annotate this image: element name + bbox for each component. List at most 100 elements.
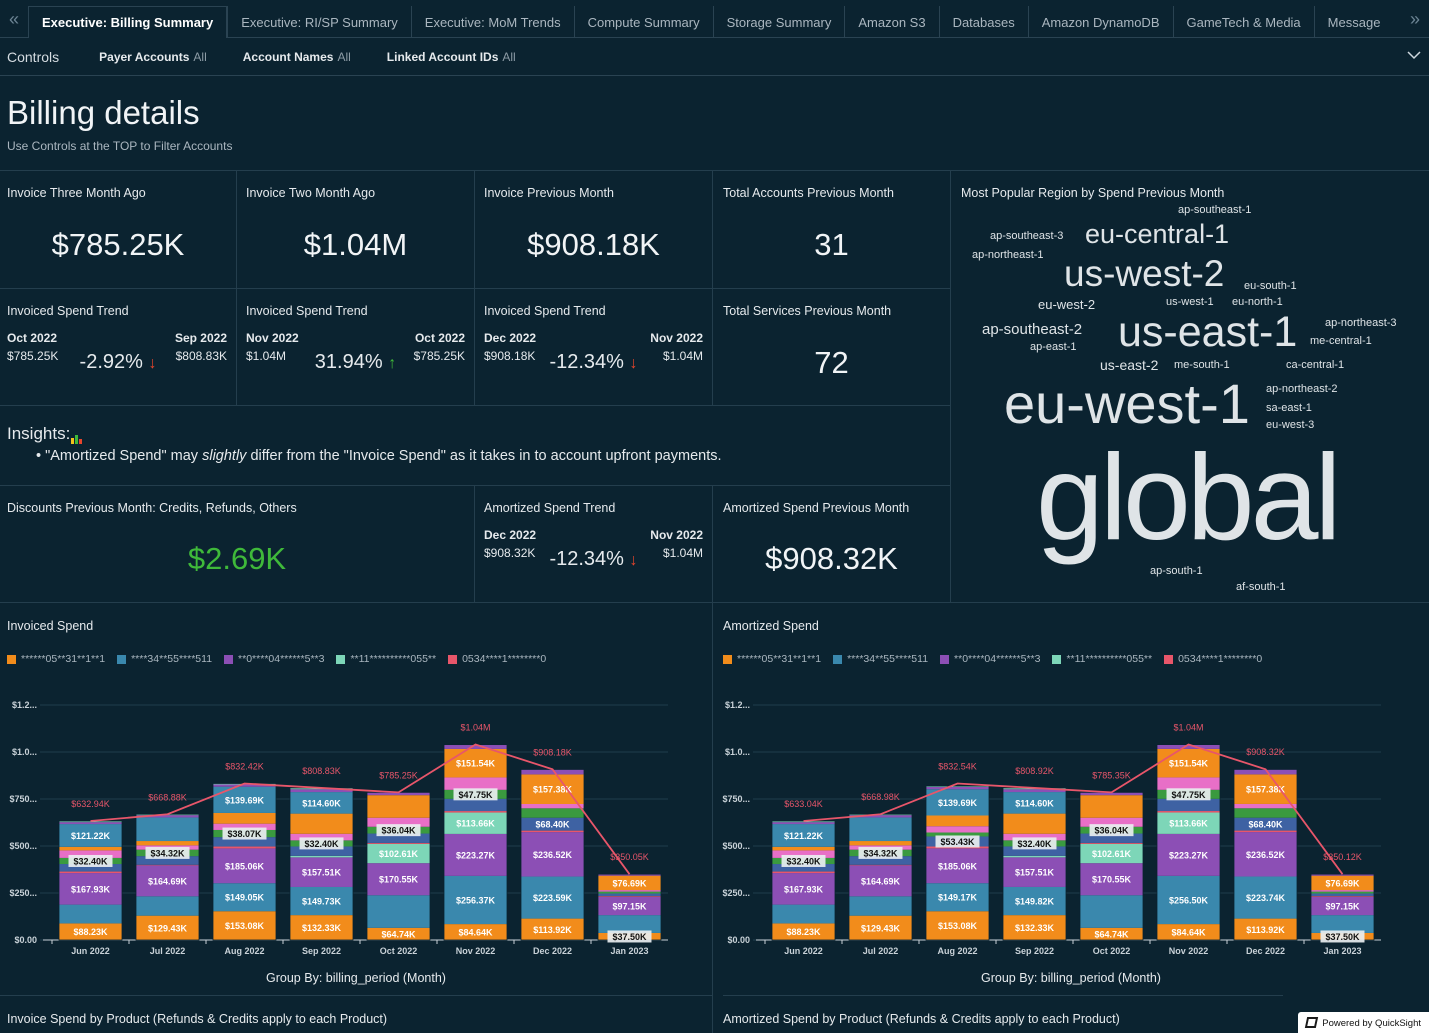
legend-item[interactable]: ****34**55****511 [833,653,928,665]
wordcloud-word[interactable]: ap-southeast-1 [1178,204,1252,216]
bar-segment [1157,833,1220,876]
wordcloud-word[interactable]: me-central-1 [1310,335,1372,347]
data-label: $34.32K [150,848,185,858]
legend-item[interactable]: 0534****1********0 [448,653,546,665]
legend-label: **0****04******5**3 [954,653,1041,665]
insights-panel: Insights: • "Amortized Spend" may slight… [0,405,951,485]
wordcloud-word[interactable]: ap-southeast-2 [982,321,1083,338]
legend-item[interactable]: **11**********055** [336,653,436,665]
bar-segment [1311,893,1374,897]
tabs-scroll-right-icon[interactable]: » [1409,8,1420,29]
legend-swatch [833,654,843,664]
tab-gametech-media[interactable]: GameTech & Media [1172,6,1314,38]
legend-item[interactable]: ******05**31**1**1 [7,653,105,665]
bar-segment [367,842,430,844]
tab-mom-trends[interactable]: Executive: MoM Trends [410,6,574,38]
wordcloud-word[interactable]: af-south-1 [1236,581,1286,593]
wordcloud-word[interactable]: ap-east-1 [1030,341,1077,353]
tab-storage-summary[interactable]: Storage Summary [712,6,845,38]
legend-label: **11**********055** [1066,653,1153,665]
legend-item[interactable]: ******05**31**1**1 [723,653,821,665]
powered-by-quicksight-badge[interactable]: Powered by QuickSight [1298,1012,1429,1033]
bar-segment [213,883,276,912]
wordcloud-word[interactable]: us-west-1 [1166,296,1214,308]
legend-swatch [336,654,346,664]
bar-segment [290,886,353,916]
filter-value: All [337,49,351,64]
tab-compute-summary[interactable]: Compute Summary [573,6,713,38]
amortized-spend-chart[interactable]: $0.00 $250... $500... $750... $1.0... $1.2...… [713,691,1429,971]
insights-text-part: differ from the "Invoice Spend" as it ta… [246,448,722,464]
trend-previous-value: $808.83K [175,349,227,363]
data-label: $149.17K [938,893,978,903]
bar-segment [136,915,199,940]
wordcloud-word[interactable]: eu-west-2 [1038,297,1096,312]
bar-segment [598,896,661,897]
kpi-value: $1.04M [303,227,408,262]
data-label: $68.40K [535,820,570,830]
invoiced-spend-chart[interactable]: $0.00 $250... $500... $750... $1.0... $1.2...… [0,691,713,971]
bar-segment [213,846,276,849]
tab-ri-sp-summary[interactable]: Executive: RI/SP Summary [227,6,411,38]
wordcloud-word[interactable]: ap-northeast-1 [972,249,1044,261]
legend-item[interactable]: ****34**55****511 [117,653,212,665]
arrow-down-icon: ↓ [629,552,638,569]
legend-item[interactable]: 0534****1********0 [1164,653,1262,665]
wordcloud-word[interactable]: us-east-1 [1118,308,1298,356]
tab-billing-summary[interactable]: Executive: Billing Summary [28,6,228,38]
data-label: $236.52K [1246,850,1286,860]
data-label: $84.64K [458,928,493,938]
tab-amazon-s3[interactable]: Amazon S3 [844,6,938,38]
bar-segment [1311,890,1374,892]
x-tick-label: Jun 2022 [71,946,110,956]
filter-payer-accounts[interactable]: Payer Accounts All [99,50,207,64]
data-label: $185.06K [225,861,265,871]
tabs-scroll-left-icon[interactable]: « [8,8,19,29]
wordcloud-word[interactable]: me-south-1 [1174,359,1230,371]
bar-segment [849,915,912,940]
wordcloud-word[interactable]: eu-west-3 [1266,419,1315,431]
wordcloud-word[interactable]: ap-northeast-3 [1325,317,1397,329]
controls-title[interactable]: Controls [7,48,60,65]
chart-legend[interactable]: ******05**31**1**1 ****34**55****511 **0**… [723,653,1274,665]
bar-segment [1234,832,1297,877]
tab-dynamodb[interactable]: Amazon DynamoDB [1027,6,1173,38]
arrow-down-icon: ↓ [629,355,638,372]
data-label: $84.64K [1171,928,1206,938]
wordcloud-word[interactable]: eu-west-1 [1004,372,1250,435]
kpi-value: $908.18K [527,227,660,262]
wordcloud-word[interactable]: ap-south-1 [1150,565,1203,577]
bar-segment [772,821,835,823]
bar-segment [926,786,989,790]
wordcloud-word[interactable]: us-west-2 [1064,253,1225,294]
legend-item[interactable]: **11**********055** [1052,653,1152,665]
wordcloud-word[interactable]: global [1036,429,1342,565]
bar-segment [1157,744,1220,749]
filter-linked-account-ids[interactable]: Linked Account IDs All [387,50,516,64]
bar-segment [849,896,912,916]
wordcloud-word[interactable]: eu-south-1 [1244,280,1297,292]
trend-current-period: Dec 2022 [484,528,537,542]
data-label: $149.82K [1015,897,1055,907]
data-label-box [1320,930,1365,943]
bar-segment [849,864,912,866]
wordcloud-word[interactable]: ca-central-1 [1286,359,1345,371]
wordcloud-word[interactable]: eu-north-1 [1232,296,1283,308]
wordcloud-word[interactable]: eu-central-1 [1085,219,1230,249]
bar-segment [521,876,584,919]
bar-segment [1157,798,1220,812]
tab-databases[interactable]: Databases [938,6,1028,38]
wordcloud-word[interactable]: ap-northeast-2 [1266,383,1338,395]
kpi-title: Discounts Previous Month: Credits, Refun… [7,501,297,515]
wordcloud-word[interactable]: sa-east-1 [1266,402,1312,414]
legend-swatch [7,654,16,664]
wordcloud-word[interactable]: us-east-2 [1100,357,1159,373]
chevron-down-icon[interactable] [1407,47,1421,65]
legend-item[interactable]: **0****04******5**3 [224,653,324,665]
filter-account-names[interactable]: Account Names All [243,50,351,64]
tab-message[interactable]: Message [1313,6,1394,38]
legend-item[interactable]: **0****04******5**3 [940,653,1040,665]
chart-legend[interactable]: ******05**31**1**1 ****34**55****511 **0**… [7,653,558,665]
bar-segment [367,895,430,928]
wordcloud-word[interactable]: ap-southeast-3 [990,230,1064,242]
